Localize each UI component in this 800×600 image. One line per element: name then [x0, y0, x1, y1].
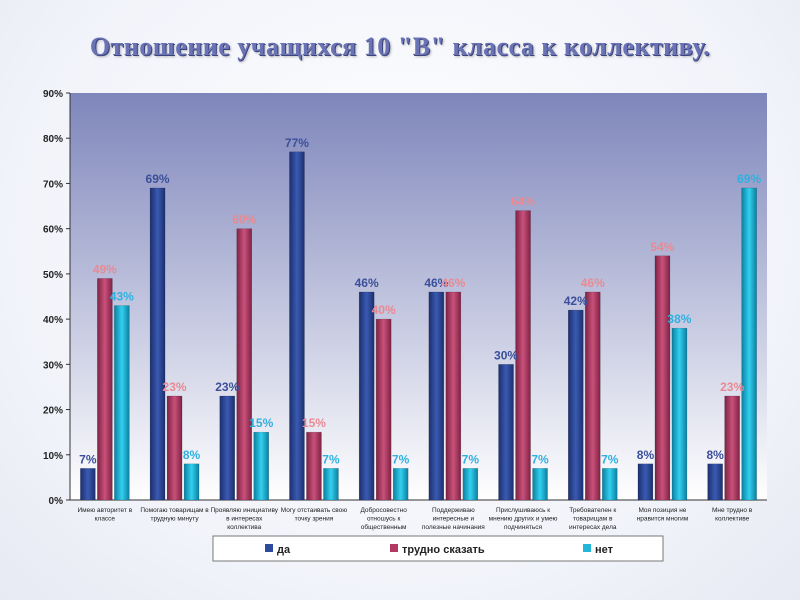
bar-value-label: 7%: [322, 452, 340, 466]
legend-swatch-trudno: [390, 544, 398, 552]
bar-net: [602, 468, 618, 501]
bar-da: [149, 187, 166, 501]
plot-area: [70, 93, 767, 500]
slide-title: Отношение учащихся 10 "В" класса к колле…: [89, 32, 711, 61]
bar-value-label: 7%: [601, 452, 619, 466]
bar-value-label: 46%: [424, 276, 448, 290]
bar-value-label: 15%: [249, 416, 273, 430]
bar-da: [637, 463, 654, 501]
legend-label-net: нет: [595, 544, 614, 556]
bar-value-label: 7%: [531, 452, 549, 466]
y-tick-label: 20%: [43, 406, 63, 417]
bar-value-label: 46%: [355, 276, 379, 290]
y-tick-label: 10%: [43, 451, 63, 462]
bar-da: [358, 291, 375, 501]
x-category-label: Прислушиваюсь к мнению других и умею подчи…: [489, 507, 558, 531]
bar-value-label: 69%: [737, 172, 761, 186]
bar-value-label: 42%: [564, 294, 588, 308]
bar-value-label: 15%: [302, 416, 326, 430]
bar-net: [183, 463, 200, 501]
x-category-label: Помогаю товарищам в трудную минуту: [140, 507, 209, 523]
y-tick-label: 70%: [43, 179, 63, 190]
bar-value-label: 23%: [720, 380, 744, 394]
bar-da: [219, 395, 235, 501]
legend: да трудно сказать нет: [212, 535, 664, 562]
bar-value-label: 38%: [667, 312, 691, 326]
bar-trudno: [236, 228, 252, 501]
bar-value-label: 49%: [93, 262, 117, 276]
bar-net: [253, 431, 269, 501]
bar-net: [323, 468, 339, 501]
x-category-label: Добросовестно отношусь к общественным: [360, 506, 407, 531]
bar-trudno: [515, 210, 531, 501]
bar-net: [671, 327, 688, 501]
bar-net: [741, 187, 757, 501]
x-category-label: Имею авторитет в классе: [78, 507, 133, 523]
bar-value-label: 8%: [183, 448, 201, 462]
bar-value-label: 23%: [215, 380, 239, 394]
y-tick-label: 0%: [49, 496, 64, 507]
bar-value-label: 40%: [372, 303, 396, 317]
x-category-label: Могу отстаивать свою точку зрения: [281, 507, 348, 523]
bar-net: [392, 468, 409, 501]
bar-value-label: 23%: [163, 380, 187, 394]
y-tick-label: 80%: [43, 134, 63, 145]
y-tick-label: 60%: [43, 225, 63, 236]
bar-net: [532, 468, 548, 501]
bar-trudno: [585, 291, 601, 501]
bar-net: [462, 468, 479, 501]
bar-value-label: 43%: [110, 290, 134, 304]
bar-value-label: 7%: [79, 452, 97, 466]
bar-trudno: [724, 395, 740, 501]
legend-swatch-da: [265, 544, 273, 552]
bar-value-label: 64%: [511, 195, 535, 209]
x-category-label: Проявляю инициативу в интересах коллектива: [210, 507, 278, 531]
bar-value-label: 77%: [285, 136, 309, 150]
bar-da: [498, 364, 514, 501]
bar-value-label: 46%: [581, 276, 605, 290]
bar-da: [80, 468, 96, 501]
bar-value-label: 60%: [232, 213, 256, 227]
y-tick-label: 90%: [43, 89, 63, 100]
x-category-label: Мне трудно в коллективе: [712, 507, 753, 523]
bar-value-label: 30%: [494, 348, 518, 362]
bar-value-label: 8%: [706, 448, 724, 462]
bar-value-label: 8%: [637, 448, 655, 462]
bar-value-label: 7%: [392, 452, 410, 466]
bar-trudno: [166, 395, 183, 501]
x-category-label: Моя позиция не нравится многим: [637, 507, 689, 523]
bar-value-label: 46%: [441, 276, 465, 290]
bar-trudno: [654, 255, 671, 501]
y-tick-label: 40%: [43, 315, 63, 326]
bar-trudno: [375, 318, 392, 501]
legend-swatch-net: [583, 544, 591, 552]
x-category-label: Требователен к товарищам в интересах дела: [569, 506, 617, 531]
bar-trudno: [97, 278, 113, 501]
y-tick-label: 50%: [43, 270, 63, 281]
legend-label-trudno: трудно сказать: [402, 544, 485, 556]
bar-value-label: 7%: [462, 452, 480, 466]
x-category-label: Поддерживаю интересные и полезные начинани…: [422, 507, 485, 531]
bar-da: [428, 291, 445, 501]
bar-value-label: 69%: [146, 172, 170, 186]
legend-label-da: да: [277, 544, 291, 556]
bar-trudno: [306, 431, 322, 501]
bar-da: [707, 463, 723, 501]
bar-trudno: [445, 291, 462, 501]
y-tick-label: 30%: [43, 360, 63, 371]
bar-value-label: 54%: [650, 240, 674, 254]
bar-net: [114, 305, 130, 501]
bar-da: [568, 309, 584, 501]
bar-da: [289, 151, 305, 501]
